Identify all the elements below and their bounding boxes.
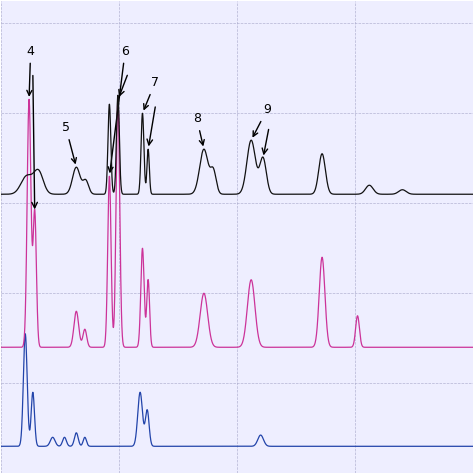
Text: 6: 6 [108, 45, 129, 172]
Text: 4: 4 [27, 45, 35, 95]
Text: 7: 7 [144, 76, 159, 109]
Text: 5: 5 [62, 121, 76, 163]
Text: 9: 9 [253, 103, 271, 137]
Text: 8: 8 [193, 112, 204, 145]
